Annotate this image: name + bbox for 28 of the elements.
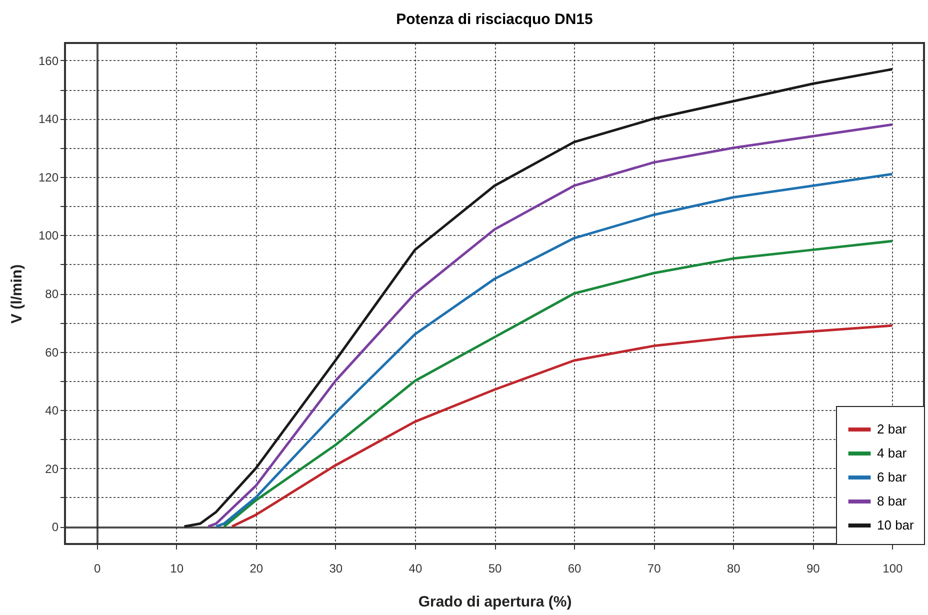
y-tick-label: 20 <box>45 462 59 476</box>
x-tick-label: 0 <box>94 562 101 576</box>
legend-label: 2 bar <box>877 422 908 436</box>
x-tick-label: 100 <box>882 562 904 576</box>
x-tick-label: 10 <box>170 562 184 576</box>
x-tick-label: 60 <box>568 562 582 576</box>
y-tick-label: 160 <box>38 54 59 68</box>
y-axis-title: V (l/min) <box>8 264 26 324</box>
chart-title: Potenza di risciacquo DN15 <box>396 11 593 28</box>
x-tick-label: 40 <box>408 562 422 576</box>
x-axis-title: Grado di apertura (%) <box>418 594 572 610</box>
y-tick-label: 0 <box>52 520 59 534</box>
x-tick-label: 90 <box>806 562 820 576</box>
legend-label: 6 bar <box>877 470 908 484</box>
y-tick-label: 40 <box>45 404 59 418</box>
legend-label: 10 bar <box>877 518 915 532</box>
y-tick-label: 80 <box>45 287 59 301</box>
x-tick-label: 80 <box>726 562 741 576</box>
y-tick-label: 60 <box>45 345 59 360</box>
x-tick-label: 70 <box>647 562 662 576</box>
x-tick-label: 30 <box>329 562 343 576</box>
y-tick-label: 140 <box>38 112 59 126</box>
legend-label: 4 bar <box>877 446 908 460</box>
x-tick-label: 50 <box>488 562 502 576</box>
x-tick-label: 20 <box>250 562 264 576</box>
legend-label: 8 bar <box>877 494 908 508</box>
y-tick-label: 100 <box>38 228 59 243</box>
y-tick-label: 120 <box>38 170 59 184</box>
